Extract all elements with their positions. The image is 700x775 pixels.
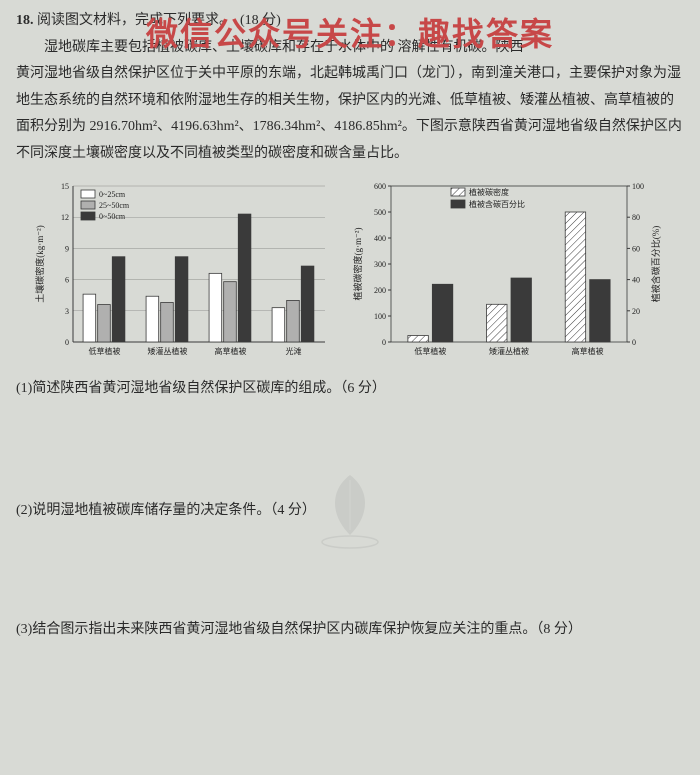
answer-space-1 [16, 402, 684, 492]
svg-text:土壤碳密度(kg·m⁻²): 土壤碳密度(kg·m⁻²) [34, 225, 45, 302]
question-18: 18. 阅读图文材料，完成下列要求。 (18 分) 湿地碳库主要包括植被碳库、土… [16, 8, 684, 643]
svg-text:植被含碳百分比: 植被含碳百分比 [469, 199, 525, 209]
answer-space-2 [16, 525, 684, 611]
sub-question-2: (2)说明湿地植被碳库储存量的决定条件。（4 分） [16, 498, 684, 525]
svg-text:100: 100 [632, 182, 644, 191]
svg-text:植被碳密度: 植被碳密度 [469, 187, 509, 197]
svg-text:低草植被: 低草植被 [414, 346, 446, 356]
svg-text:0~50cm: 0~50cm [99, 212, 126, 221]
svg-text:光滩: 光滩 [286, 346, 302, 356]
svg-text:高草植被: 高草植被 [215, 346, 247, 356]
svg-text:400: 400 [374, 234, 386, 243]
svg-text:200: 200 [374, 286, 386, 295]
svg-text:0: 0 [65, 338, 69, 347]
svg-text:0~25cm: 0~25cm [99, 190, 126, 199]
svg-text:低草植被: 低草植被 [89, 346, 121, 356]
svg-text:60: 60 [632, 244, 640, 253]
svg-text:0: 0 [632, 338, 636, 347]
svg-text:9: 9 [65, 244, 69, 253]
body-rest: 黄河湿地省级自然保护区位于关中平原的东端，北起韩城禹门口（龙门），南到潼关港口，… [16, 61, 684, 167]
charts-container: 0 3 6 9 12 15 低草植被 矮灌丛植被 高草植被 光滩 土壤碳密度(kg·m⁻²) 0~25… [16, 178, 684, 368]
svg-text:25~50cm: 25~50cm [99, 201, 130, 210]
svg-text:20: 20 [632, 306, 640, 315]
watermark-banner: 微信公众号关注：趣找答案 [0, 4, 700, 65]
svg-text:300: 300 [374, 260, 386, 269]
svg-text:600: 600 [374, 182, 386, 191]
svg-text:植被碳密度(g·m⁻²): 植被碳密度(g·m⁻²) [352, 227, 363, 300]
svg-text:12: 12 [61, 213, 69, 222]
vegetation-carbon-chart: 0 100 200 300 400 500 600 0 20 40 60 80 100 低草植被 矮灌丛植被… [349, 178, 669, 368]
svg-text:100: 100 [374, 312, 386, 321]
svg-text:矮灌丛植被: 矮灌丛植被 [489, 346, 529, 356]
svg-text:500: 500 [374, 208, 386, 217]
svg-text:15: 15 [61, 182, 69, 191]
svg-text:矮灌丛植被: 矮灌丛植被 [148, 346, 188, 356]
sub-question-1: (1)简述陕西省黄河湿地省级自然保护区碳库的组成。（6 分） [16, 376, 684, 403]
svg-text:3: 3 [65, 306, 69, 315]
svg-text:6: 6 [65, 275, 69, 284]
soil-carbon-chart: 0 3 6 9 12 15 低草植被 矮灌丛植被 高草植被 光滩 土壤碳密度(kg·m⁻²) 0~25… [31, 178, 331, 368]
sub-question-3: (3)结合图示指出未来陕西省黄河湿地省级自然保护区内碳库保护恢复应关注的重点。（… [16, 617, 684, 644]
svg-text:植被含碳百分比(%): 植被含碳百分比(%) [650, 225, 661, 302]
svg-text:80: 80 [632, 213, 640, 222]
svg-text:0: 0 [382, 338, 386, 347]
svg-text:高草植被: 高草植被 [572, 346, 604, 356]
svg-text:40: 40 [632, 275, 640, 284]
